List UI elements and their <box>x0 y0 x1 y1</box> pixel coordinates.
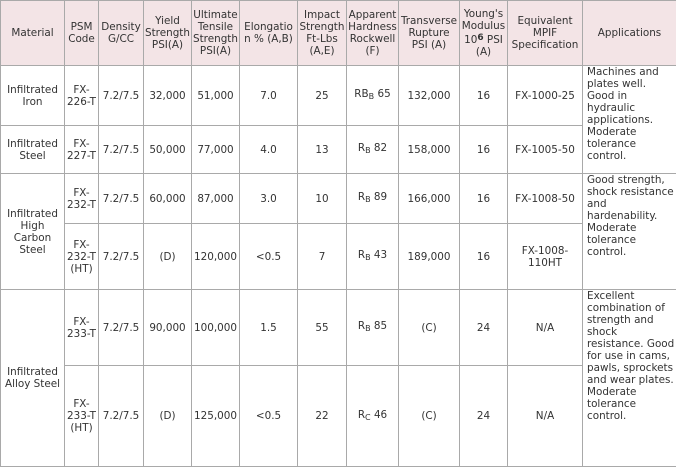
table-row: Infiltrated Alloy Steel FX-233-T 7.2/7.5… <box>1 290 676 366</box>
elongation-cell: <0.5 <box>240 224 298 290</box>
hardness-scale: R <box>358 409 365 421</box>
transverse-cell: 158,000 <box>399 126 460 174</box>
transverse-cell: 189,000 <box>399 224 460 290</box>
psm-code-cell: FX-226-T <box>65 66 99 126</box>
table-row: Infiltrated Iron FX-226-T 7.2/7.5 32,000… <box>1 66 676 126</box>
hardness-value: 43 <box>371 249 388 261</box>
hardness-cell: RB 85 <box>347 290 399 366</box>
hardness-value: 89 <box>371 191 388 203</box>
mpif-cell: FX-1008-50 <box>508 174 583 224</box>
psm-code-cell: FX-232-T (HT) <box>65 224 99 290</box>
mpif-cell: N/A <box>508 366 583 467</box>
density-cell: 7.2/7.5 <box>99 126 144 174</box>
youngs-cell: 16 <box>460 66 508 126</box>
header-material: Material <box>1 1 65 66</box>
transverse-cell: 166,000 <box>399 174 460 224</box>
header-youngs-modulus: Young's Modulus 106 PSI (A) <box>460 1 508 66</box>
ultimate-cell: 51,000 <box>192 66 240 126</box>
header-mpif-spec: Equivalent MPIF Specification <box>508 1 583 66</box>
density-cell: 7.2/7.5 <box>99 224 144 290</box>
density-cell: 7.2/7.5 <box>99 366 144 467</box>
yield-cell: (D) <box>144 366 192 467</box>
header-elongation: Elongation % (A,B) <box>240 1 298 66</box>
elongation-cell: 7.0 <box>240 66 298 126</box>
header-yield-strength: Yield Strength PSI(A) <box>144 1 192 66</box>
hardness-cell: RB 43 <box>347 224 399 290</box>
header-applications: Applications <box>583 1 676 66</box>
table-header-row: Material PSM Code Density G/CC Yield Str… <box>1 1 676 66</box>
youngs-cell: 24 <box>460 366 508 467</box>
hardness-value: 82 <box>371 142 388 154</box>
transverse-cell: (C) <box>399 290 460 366</box>
density-cell: 7.2/7.5 <box>99 174 144 224</box>
header-transverse-rupture: Transverse Rupture PSI (A) <box>399 1 460 66</box>
hardness-value: 65 <box>374 88 391 100</box>
mpif-cell: N/A <box>508 290 583 366</box>
transverse-cell: (C) <box>399 366 460 467</box>
yield-cell: 50,000 <box>144 126 192 174</box>
material-cell: Infiltrated Iron <box>1 66 65 126</box>
yield-cell: 60,000 <box>144 174 192 224</box>
youngs-cell: 24 <box>460 290 508 366</box>
ultimate-cell: 100,000 <box>192 290 240 366</box>
hardness-value: 85 <box>371 320 388 332</box>
material-cell: Infiltrated Steel <box>1 126 65 174</box>
mpif-cell: FX-1005-50 <box>508 126 583 174</box>
header-impact-strength: Impact Strength Ft-Lbs (A,E) <box>298 1 347 66</box>
hardness-cell: RC 46 <box>347 366 399 467</box>
material-cell: Infiltrated High Carbon Steel <box>1 174 65 290</box>
material-cell: Infiltrated Alloy Steel <box>1 290 65 467</box>
hardness-scale: R <box>358 320 365 332</box>
table-row: FX-232-T (HT) 7.2/7.5 (D) 120,000 <0.5 7… <box>1 224 676 290</box>
hardness-scale: R <box>358 142 365 154</box>
applications-cell: Excellent combination of strength and sh… <box>583 290 676 467</box>
youngs-cell: 16 <box>460 126 508 174</box>
applications-cell: Good strength, shock resistance and hard… <box>583 174 676 290</box>
psm-code-cell: FX-233-T (HT) <box>65 366 99 467</box>
hardness-scale: RB <box>354 88 368 100</box>
header-psm-code: PSM Code <box>65 1 99 66</box>
elongation-cell: 1.5 <box>240 290 298 366</box>
yield-cell: (D) <box>144 224 192 290</box>
yield-cell: 32,000 <box>144 66 192 126</box>
impact-cell: 13 <box>298 126 347 174</box>
density-cell: 7.2/7.5 <box>99 290 144 366</box>
hardness-scale: R <box>358 249 365 261</box>
youngs-cell: 16 <box>460 174 508 224</box>
ultimate-cell: 120,000 <box>192 224 240 290</box>
elongation-cell: <0.5 <box>240 366 298 467</box>
hardness-cell: RB 82 <box>347 126 399 174</box>
impact-cell: 55 <box>298 290 347 366</box>
mpif-cell: FX-1008-110HT <box>508 224 583 290</box>
hardness-scale: R <box>358 191 365 203</box>
transverse-cell: 132,000 <box>399 66 460 126</box>
density-cell: 7.2/7.5 <box>99 66 144 126</box>
ultimate-cell: 77,000 <box>192 126 240 174</box>
hardness-value: 46 <box>371 409 388 421</box>
psm-code-cell: FX-227-T <box>65 126 99 174</box>
header-ultimate-tensile: Ultimate Tensile Strength PSI(A) <box>192 1 240 66</box>
elongation-cell: 4.0 <box>240 126 298 174</box>
psm-code-cell: FX-233-T <box>65 290 99 366</box>
ultimate-cell: 125,000 <box>192 366 240 467</box>
hardness-cell: RBB 65 <box>347 66 399 126</box>
mpif-cell: FX-1000-25 <box>508 66 583 126</box>
impact-cell: 25 <box>298 66 347 126</box>
psm-code-cell: FX-232-T <box>65 174 99 224</box>
impact-cell: 22 <box>298 366 347 467</box>
hardness-cell: RB 89 <box>347 174 399 224</box>
youngs-cell: 16 <box>460 224 508 290</box>
table-row: FX-233-T (HT) 7.2/7.5 (D) 125,000 <0.5 2… <box>1 366 676 467</box>
impact-cell: 7 <box>298 224 347 290</box>
header-hardness: Apparent Hardness Rockwell (F) <box>347 1 399 66</box>
applications-cell: Machines and plates well. Good in hydrau… <box>583 66 676 174</box>
impact-cell: 10 <box>298 174 347 224</box>
header-density: Density G/CC <box>99 1 144 66</box>
elongation-cell: 3.0 <box>240 174 298 224</box>
table-row: Infiltrated High Carbon Steel FX-232-T 7… <box>1 174 676 224</box>
ultimate-cell: 87,000 <box>192 174 240 224</box>
yield-cell: 90,000 <box>144 290 192 366</box>
table-row: Infiltrated Steel FX-227-T 7.2/7.5 50,00… <box>1 126 676 174</box>
